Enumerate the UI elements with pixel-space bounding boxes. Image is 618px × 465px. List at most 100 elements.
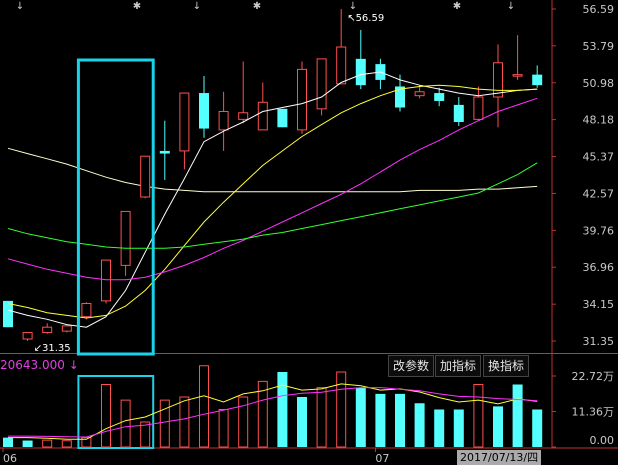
candle-down[interactable] <box>3 300 13 328</box>
volume-highlight-box <box>77 375 155 449</box>
volume-bar-up[interactable] <box>238 396 249 448</box>
cursor-date-label: 2017/07/13/四 <box>457 450 542 465</box>
ma60-line <box>7 162 538 249</box>
candle-up[interactable] <box>297 61 307 134</box>
axis-layer: ↓ ✱ ↓ ✱ ↓ ✱ ↓ <box>0 0 618 449</box>
add-indicator-button[interactable]: 加指标 <box>435 355 482 377</box>
candle-down[interactable] <box>277 108 288 128</box>
price-tick-label: 39.76 <box>583 224 615 237</box>
top-marker-arrow: ↓ <box>507 1 515 12</box>
candle-up[interactable] <box>257 82 268 131</box>
volume-tick-label: 0.00 <box>590 434 615 447</box>
price-tick-label: 34.15 <box>583 298 615 311</box>
volume-bar-up[interactable] <box>140 421 151 448</box>
volume-bar-up[interactable] <box>159 399 170 448</box>
volume-tick-labels: 22.72万 11.36万 0.00 <box>552 370 615 448</box>
volume-bar-down[interactable] <box>414 403 425 447</box>
volume-bars[interactable] <box>3 365 543 448</box>
price-candles[interactable] <box>3 9 543 341</box>
volume-bar-down[interactable] <box>532 409 543 448</box>
volume-bar-up[interactable] <box>101 384 111 448</box>
candle-down[interactable] <box>375 58 386 90</box>
volume-bar-up[interactable] <box>120 399 131 448</box>
candle-up[interactable] <box>493 44 503 128</box>
price-tick-labels: 56.59 53.79 50.98 48.18 45.37 42.57 39.76 36.96… <box>552 3 614 348</box>
volume-bar-down[interactable] <box>22 440 33 447</box>
volume-bar-down[interactable] <box>434 409 445 448</box>
candle-down[interactable] <box>199 75 209 138</box>
candle-down[interactable] <box>532 65 543 88</box>
candle-up[interactable] <box>22 331 33 341</box>
candle-up[interactable] <box>140 155 151 199</box>
price-tick-label: 50.98 <box>583 77 615 90</box>
candle-up[interactable] <box>414 85 425 99</box>
volume-bar-up[interactable] <box>61 440 72 448</box>
high-price-label: ↖56.59 <box>347 13 384 24</box>
volume-bar-up[interactable] <box>336 371 347 448</box>
candle-down[interactable] <box>395 74 405 112</box>
candle-up[interactable] <box>512 35 523 80</box>
price-tick-label: 53.79 <box>583 40 615 53</box>
candle-up[interactable] <box>336 9 347 85</box>
candle-body <box>81 303 92 318</box>
x-tick-label: 06 <box>3 452 17 465</box>
candle-up[interactable] <box>316 58 327 116</box>
switch-indicator-button[interactable]: 换指标 <box>483 355 530 377</box>
volume-ma10-line <box>8 387 538 438</box>
volume-bar-down[interactable] <box>375 393 386 447</box>
volume-bar-down[interactable] <box>512 384 523 448</box>
modify-params-button[interactable]: 改参数 <box>388 355 435 377</box>
candle-down[interactable] <box>159 120 170 180</box>
candle-body <box>61 325 72 332</box>
candle-down[interactable] <box>434 87 445 107</box>
low-price-label: ↙31.35 <box>34 343 71 354</box>
candle-body <box>257 101 268 131</box>
candle-up[interactable] <box>42 323 53 334</box>
candle-body <box>336 46 347 85</box>
volume-bar-down[interactable] <box>355 387 366 447</box>
candle-up[interactable] <box>179 92 190 170</box>
ma5-line <box>7 71 538 328</box>
volume-bar-up[interactable] <box>179 396 190 448</box>
top-marker-star: ✱ <box>133 1 141 12</box>
volume-bar-up[interactable] <box>473 384 484 448</box>
candle-body <box>199 93 209 129</box>
candle-down[interactable] <box>355 29 366 90</box>
candle-body <box>512 74 523 77</box>
volume-bar-up[interactable] <box>218 409 229 448</box>
candle-body <box>493 62 503 98</box>
volume-bar-down[interactable] <box>3 437 13 447</box>
volume-bar-down[interactable] <box>453 409 464 448</box>
ma120-line <box>7 147 538 193</box>
candle-body <box>434 93 445 101</box>
candle-up[interactable] <box>473 86 484 121</box>
volume-bar-down[interactable] <box>493 406 503 447</box>
candle-body <box>414 91 425 97</box>
candle-up[interactable] <box>61 324 72 333</box>
top-marker-arrow: ↓ <box>16 1 24 12</box>
volume-bar-down[interactable] <box>395 393 405 447</box>
volume-bar-up[interactable] <box>199 365 209 448</box>
candle-body <box>316 58 327 110</box>
candle-body <box>238 112 249 120</box>
candle-body <box>453 104 464 122</box>
candle-body <box>355 58 366 86</box>
candle-up[interactable] <box>81 302 92 320</box>
candle-up[interactable] <box>218 91 229 151</box>
volume-bar-up[interactable] <box>42 439 53 448</box>
candle-up[interactable] <box>101 259 111 304</box>
x-axis-labels: 06 07 <box>2 448 389 465</box>
candle-body <box>218 110 229 131</box>
candle-up[interactable] <box>238 61 249 124</box>
volume-bar-down[interactable] <box>277 372 288 447</box>
ma120-line-layer <box>7 147 538 193</box>
volume-bar-down[interactable] <box>297 397 307 447</box>
volume-bar-up[interactable] <box>81 437 92 448</box>
candle-up[interactable] <box>120 210 131 276</box>
candle-down[interactable] <box>453 96 464 126</box>
volume-bar-up[interactable] <box>316 387 327 448</box>
volume-bar-up[interactable] <box>257 380 268 448</box>
price-tick-label: 36.96 <box>583 261 615 274</box>
candle-body <box>473 96 484 120</box>
